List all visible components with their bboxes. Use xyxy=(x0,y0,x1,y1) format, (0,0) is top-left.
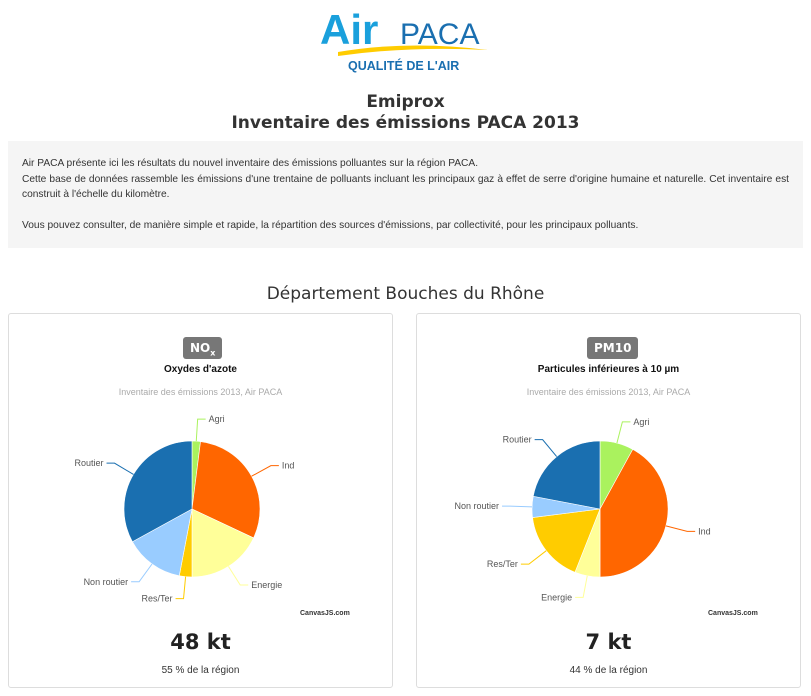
pie-label-ind: Ind xyxy=(282,461,295,471)
pm10-chart-subtitle: Inventaire des émissions 2013, Air PACA xyxy=(526,387,691,397)
intro-paragraph-2: Cette base de données rassemble les émis… xyxy=(22,173,789,201)
pie-label-routier: Routier xyxy=(75,458,104,468)
pm10-badge-text: PM10 xyxy=(594,341,632,355)
pie-leader-ind xyxy=(665,525,696,532)
pie-leader-non-routier xyxy=(502,505,533,508)
pie-slice-res-ter[interactable] xyxy=(532,508,601,573)
page-title: Emiprox Inventaire des émissions PACA 20… xyxy=(0,92,811,134)
intro-paragraph-1: Air PACA présente ici les résultats du n… xyxy=(22,158,479,169)
pie-leader-non-routier xyxy=(131,563,153,583)
pie-leader-energie xyxy=(228,566,249,586)
intro-paragraph-3: Vous pouvez consulter, de manière simple… xyxy=(22,220,639,231)
pie-slice-ind[interactable] xyxy=(191,441,261,539)
pie-label-routier: Routier xyxy=(503,435,532,445)
nox-pie-chart: Agri Ind Energie Res/Ter Non routier Routier xyxy=(75,414,295,604)
nox-badge-sub: x xyxy=(210,348,216,358)
pm10-badge: PM10 xyxy=(587,337,639,359)
page-title-line1: Emiprox xyxy=(366,92,445,112)
nox-region-share: 55 % de la région xyxy=(161,665,240,676)
logo-air: Air xyxy=(320,6,378,53)
pie-label-ind: Ind xyxy=(698,526,711,536)
nox-badge: NOx xyxy=(183,337,223,359)
pie-leader-routier xyxy=(534,439,558,457)
pie-leader-agri xyxy=(616,421,631,444)
nox-chart-credit[interactable]: CanvasJS.com xyxy=(300,610,350,617)
pie-slice-energie[interactable] xyxy=(191,508,254,578)
pie-slice-non-routier[interactable] xyxy=(132,508,193,577)
pm10-region-share: 44 % de la région xyxy=(569,665,648,676)
department-title: Département Bouches du Rhône xyxy=(266,284,545,304)
pie-leader-ind xyxy=(251,465,279,477)
nox-badge-text: NO xyxy=(190,341,211,355)
air-paca-logo: Air PACA QUALITÉ DE L'AIR xyxy=(318,6,494,76)
intro-box: Air PACA présente ici les résultats du n… xyxy=(8,141,803,248)
pm10-chart-credit[interactable]: CanvasJS.com xyxy=(708,610,758,617)
pm10-chart-title: Particules inférieures à 10 µm xyxy=(537,364,680,375)
page-title-line2: Inventaire des émissions PACA 2013 xyxy=(231,113,580,133)
pie-leader-agri xyxy=(195,418,206,442)
pie-leader-routier xyxy=(106,462,134,475)
pie-slice-routier[interactable] xyxy=(123,440,193,543)
nox-chart-title: Oxydes d'azote xyxy=(164,364,237,375)
pie-label-agri: Agri xyxy=(209,414,225,424)
pm10-total: 7 kt xyxy=(585,630,632,654)
nox-total: 48 kt xyxy=(170,630,231,654)
pie-label-agri: Agri xyxy=(633,417,649,427)
pm10-panel: PM10 Particules inférieures à 10 µm Inve… xyxy=(416,313,801,688)
pie-leader-res-ter xyxy=(520,550,547,565)
pie-label-res-ter: Res/Ter xyxy=(487,559,518,569)
pie-leader-res-ter xyxy=(175,576,187,600)
nox-chart-subtitle: Inventaire des émissions 2013, Air PACA xyxy=(118,387,283,397)
pm10-pie-chart: Agri Ind Energie Res/Ter Non routier Routier xyxy=(455,417,711,603)
pie-leader-energie xyxy=(575,575,588,598)
logo-tagline: QUALITÉ DE L'AIR xyxy=(348,58,459,73)
nox-panel: NOx Oxydes d'azote Inventaire des émissi… xyxy=(8,313,393,688)
pie-label-energie: Energie xyxy=(541,592,572,602)
pie-label-non-routier: Non routier xyxy=(84,577,129,587)
pie-slice-ind[interactable] xyxy=(599,449,669,578)
pie-label-energie: Energie xyxy=(251,580,282,590)
pie-label-res-ter: Res/Ter xyxy=(142,594,173,604)
pie-label-non-routier: Non routier xyxy=(455,501,500,511)
